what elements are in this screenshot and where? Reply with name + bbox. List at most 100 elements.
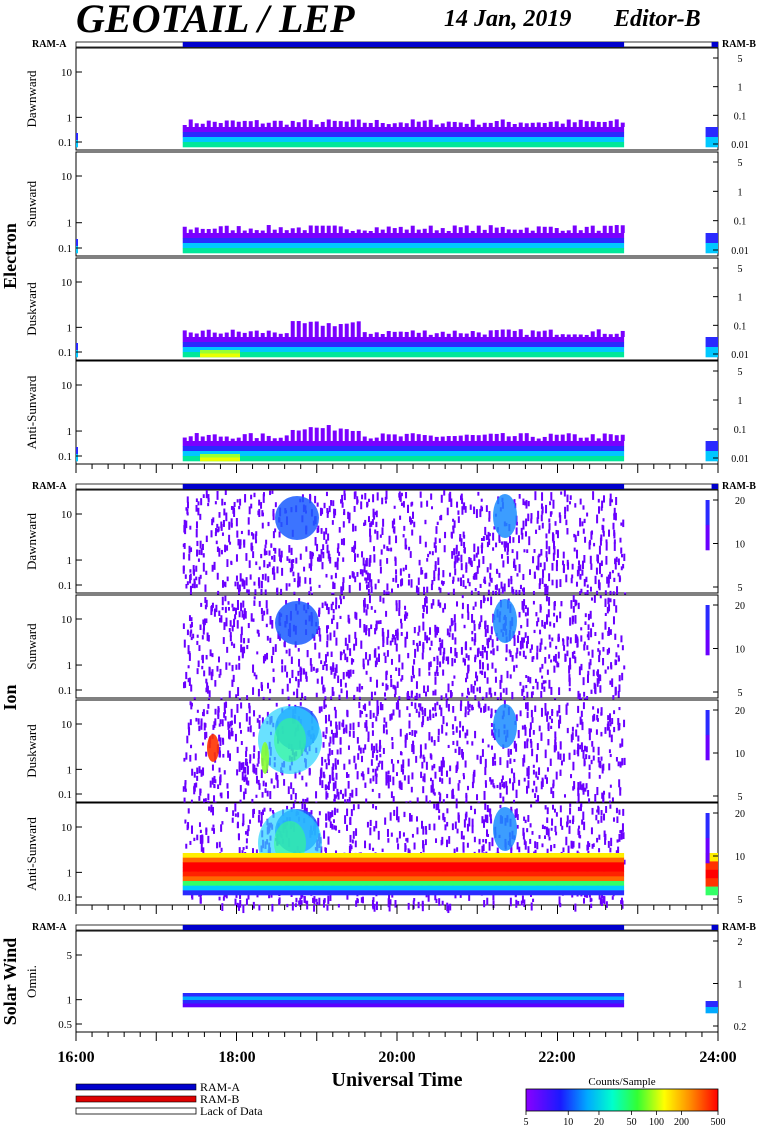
spectrogram-dot [422,621,425,631]
spectrogram-dot [550,718,553,724]
spectrogram-dot [597,820,600,824]
spectrogram-dot [218,610,221,617]
spectrogram-dot [600,712,603,716]
spectrogram-dot [354,525,357,532]
spectrogram-dot [362,747,365,754]
spectrogram-dot [582,528,585,534]
spectrogram-dot [540,514,543,522]
panel-label: Duskward [24,282,39,336]
spectrogram-dot [306,650,309,658]
spectrogram-dot [594,794,597,803]
spectrogram-dot [205,731,208,738]
spectrogram-dot [241,650,244,657]
spectrogram-dot [523,777,526,782]
spectrogram-dot [530,709,533,718]
right-tick-label: 5 [738,264,743,275]
spectrogram-dot [199,835,202,844]
spectrogram-dot [527,846,530,855]
spectrogram-dot [539,604,542,613]
colorbar-gradient [525,1088,719,1112]
spectrogram-dot [417,577,420,585]
spectrogram-dot [390,713,393,720]
spectrogram-dot [566,727,569,734]
spectrogram-dot [464,642,467,650]
spectrogram-dot [523,816,526,821]
spectrogram-dot [424,631,427,641]
spectrogram-dot [607,630,610,636]
spectrogram-dot [620,829,623,836]
spectrogram-dot [299,666,302,673]
spectrogram-dot [200,548,203,556]
spectrogram-dot [272,678,275,683]
spectrogram-dot [423,685,426,694]
spectrogram-spike [560,334,565,337]
spectrogram-dot [262,780,265,787]
spectrogram-spike [290,429,295,441]
spectrogram-dot [465,677,468,683]
right-tick-label: 0.2 [734,1022,747,1033]
spectrogram-dot [622,832,625,840]
spectrogram-dot [260,553,263,559]
ram-legend: RAM-A RAM-B Lack of Data [75,1080,263,1118]
spectrogram-dot [242,813,245,823]
spectrogram-dot [524,632,527,638]
spectrogram-spike [218,436,223,441]
spectrogram-dot [451,658,454,667]
spectrogram-dot [597,554,600,564]
spectrogram-dot [190,825,193,834]
spectrogram-dot [210,605,213,612]
spectrogram-dot [559,817,562,827]
spectrogram-dot [596,678,599,687]
spectrogram-dot [548,596,551,606]
spectrogram-dot [354,840,357,848]
spectrogram-dot [558,719,561,729]
spectrogram-dot [431,551,434,556]
spectrogram-dot [356,499,359,503]
spectrogram-dot [314,642,317,650]
spectrogram-dot [564,506,567,515]
spectrogram-dot [348,845,351,854]
spectrogram-dot [451,633,454,640]
spectrogram-dot [538,725,541,732]
spectrogram-spike [290,228,295,233]
spectrogram-dot [529,838,532,844]
spectrogram-dot [358,745,361,751]
spectrogram-dot [535,786,538,793]
spectrogram-dot [509,758,512,764]
spectrogram-dot [219,668,222,676]
spectrogram-spike [356,430,361,441]
spectrogram-dot [320,528,323,534]
spectrogram-dot [328,505,331,513]
spectrogram-dot [481,670,484,676]
spectrogram-dot [581,569,584,576]
spectrogram-dot [234,607,237,615]
spectrogram-dot [434,676,437,685]
spectrogram-spike [560,434,565,441]
spectrogram-dot [516,647,519,654]
right-tick-label: 20 [735,496,745,507]
spectrogram-dot [188,545,191,554]
spectrogram-dot [249,819,252,824]
spectrogram-dot [391,520,394,529]
spectrogram-dot [253,581,256,586]
spectrogram-dot [246,829,249,837]
spectrogram-dot [313,904,316,912]
left-tick-label: 1 [67,764,73,776]
spectrogram-dot [492,893,495,901]
spectrogram-dot [413,659,416,665]
spectrogram-dot [264,573,267,581]
spectrogram-dot [526,767,529,777]
spectrogram-dot [234,581,237,587]
spectrogram-dot [522,757,525,767]
spectrogram-spike [572,334,577,337]
spectrogram-dot [297,572,300,581]
spectrogram-spike [458,227,463,233]
spectrogram-spike [488,122,493,127]
spectrogram-dot [350,658,353,665]
spectrogram-dot [318,554,321,562]
spectrogram-dot [352,730,355,738]
spectrogram-dot [380,549,383,555]
spectrogram-dot [276,779,279,788]
spectrogram-dot [342,595,345,600]
spectrogram-dot [595,814,598,821]
